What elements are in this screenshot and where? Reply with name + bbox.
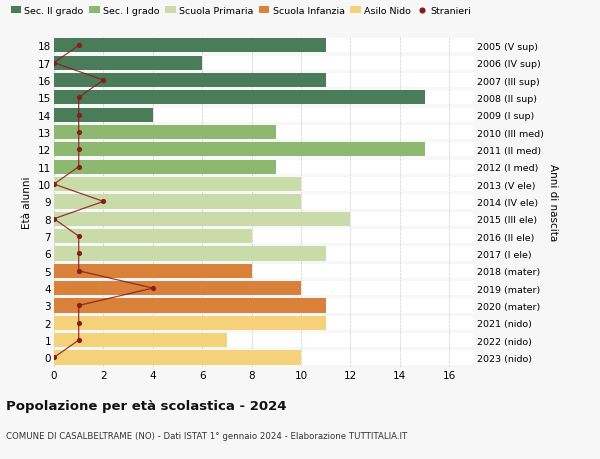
- Point: [74, 43, 83, 50]
- Bar: [54, 56, 202, 71]
- Point: [74, 268, 83, 275]
- Bar: [41, 56, 511, 71]
- Bar: [41, 316, 511, 330]
- Bar: [54, 39, 326, 53]
- Point: [74, 302, 83, 309]
- Text: COMUNE DI CASALBELTRAME (NO) - Dati ISTAT 1° gennaio 2024 - Elaborazione TUTTITA: COMUNE DI CASALBELTRAME (NO) - Dati ISTA…: [6, 431, 407, 441]
- Bar: [54, 212, 350, 226]
- Bar: [54, 178, 301, 192]
- Point: [49, 181, 59, 188]
- Bar: [41, 74, 511, 88]
- Point: [74, 250, 83, 257]
- Point: [49, 216, 59, 223]
- Bar: [54, 351, 301, 365]
- Bar: [41, 143, 511, 157]
- Bar: [41, 247, 511, 261]
- Legend: Sec. II grado, Sec. I grado, Scuola Primaria, Scuola Infanzia, Asilo Nido, Stran: Sec. II grado, Sec. I grado, Scuola Prim…: [11, 7, 471, 16]
- Bar: [54, 333, 227, 347]
- Point: [148, 285, 158, 292]
- Bar: [54, 160, 277, 174]
- Bar: [41, 160, 511, 174]
- Bar: [41, 39, 511, 53]
- Point: [74, 164, 83, 171]
- Bar: [41, 91, 511, 105]
- Point: [74, 337, 83, 344]
- Point: [98, 77, 108, 84]
- Bar: [54, 126, 277, 140]
- Point: [74, 95, 83, 102]
- Point: [49, 60, 59, 67]
- Bar: [41, 299, 511, 313]
- Bar: [54, 264, 251, 278]
- Bar: [41, 264, 511, 278]
- Point: [74, 319, 83, 327]
- Bar: [41, 178, 511, 192]
- Bar: [54, 281, 301, 296]
- Bar: [41, 333, 511, 347]
- Bar: [54, 143, 425, 157]
- Bar: [54, 195, 301, 209]
- Y-axis label: Età alunni: Età alunni: [22, 176, 32, 228]
- Bar: [54, 299, 326, 313]
- Bar: [54, 74, 326, 88]
- Bar: [54, 316, 326, 330]
- Bar: [54, 230, 251, 244]
- Point: [74, 146, 83, 154]
- Point: [98, 198, 108, 206]
- Point: [74, 233, 83, 240]
- Bar: [54, 108, 153, 123]
- Bar: [41, 281, 511, 296]
- Text: Popolazione per età scolastica - 2024: Popolazione per età scolastica - 2024: [6, 399, 287, 412]
- Point: [74, 112, 83, 119]
- Bar: [41, 351, 511, 365]
- Bar: [41, 126, 511, 140]
- Point: [49, 354, 59, 361]
- Bar: [54, 247, 326, 261]
- Bar: [54, 91, 425, 105]
- Bar: [41, 230, 511, 244]
- Y-axis label: Anni di nascita: Anni di nascita: [548, 163, 557, 241]
- Bar: [41, 108, 511, 123]
- Bar: [41, 212, 511, 226]
- Bar: [41, 195, 511, 209]
- Point: [74, 129, 83, 136]
